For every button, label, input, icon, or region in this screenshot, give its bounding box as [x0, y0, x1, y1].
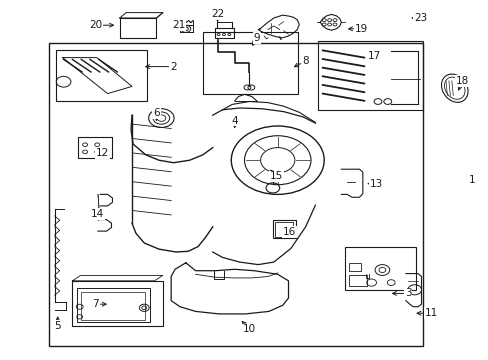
Text: 2: 2 [170, 62, 177, 72]
Text: 22: 22 [210, 9, 224, 19]
Bar [78, 137, 112, 158]
Bar [77, 288, 149, 322]
Bar [348, 263, 360, 271]
Text: 19: 19 [354, 24, 368, 34]
Bar [274, 222, 293, 237]
Text: 13: 13 [369, 179, 383, 189]
Bar [317, 41, 422, 110]
Text: 12: 12 [96, 148, 109, 158]
Bar [344, 247, 415, 290]
Bar [56, 50, 146, 101]
Bar [81, 292, 145, 320]
Bar [49, 43, 422, 346]
Bar [272, 220, 296, 238]
Text: 21: 21 [171, 20, 185, 30]
Text: 20: 20 [89, 20, 102, 30]
Text: 1: 1 [468, 175, 474, 185]
Text: 3: 3 [404, 288, 411, 298]
Text: 18: 18 [454, 76, 468, 86]
Text: 11: 11 [424, 308, 437, 318]
Text: 6: 6 [153, 108, 160, 118]
Text: 17: 17 [366, 51, 380, 61]
Text: 16: 16 [282, 227, 296, 237]
Bar [203, 32, 298, 94]
Bar [215, 28, 233, 38]
Bar [72, 281, 163, 326]
Text: 14: 14 [91, 209, 104, 219]
Text: 4: 4 [231, 116, 238, 126]
Text: 23: 23 [413, 13, 427, 23]
Text: 8: 8 [302, 56, 308, 66]
Text: 10: 10 [243, 324, 255, 334]
Bar [120, 18, 156, 38]
Text: 9: 9 [253, 33, 260, 43]
Text: 15: 15 [269, 171, 283, 181]
Text: 7: 7 [92, 299, 99, 309]
Bar [348, 275, 366, 286]
Text: 5: 5 [54, 321, 61, 331]
